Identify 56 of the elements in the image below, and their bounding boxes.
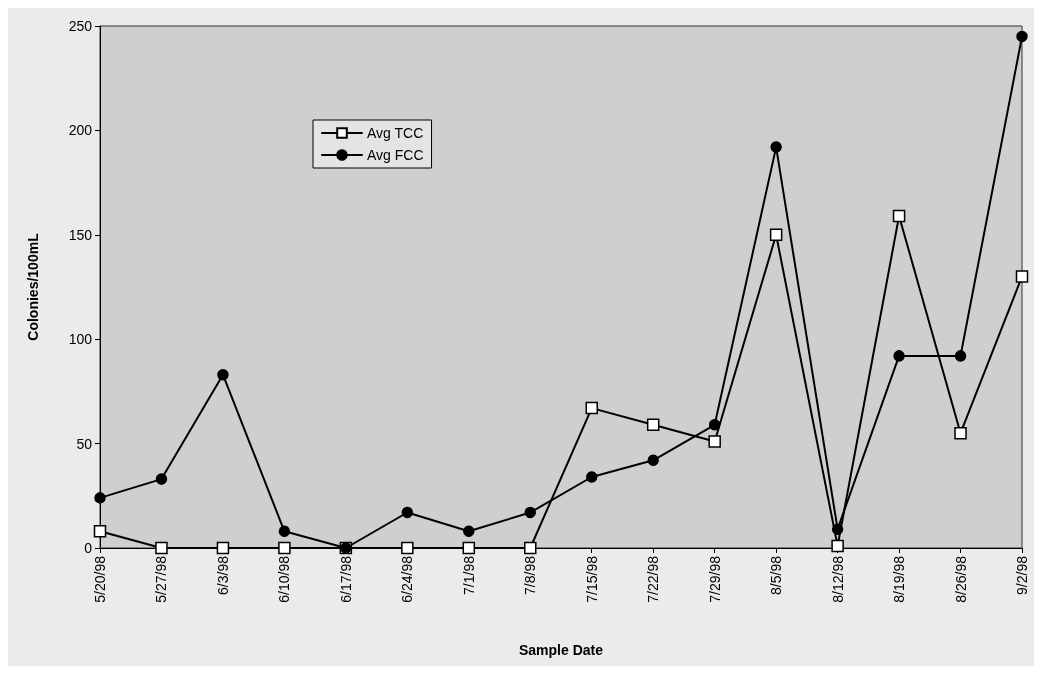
- x-tick-label: 7/29/98: [706, 555, 723, 603]
- point: [1015, 270, 1029, 283]
- point: [769, 228, 783, 242]
- point: [462, 541, 476, 555]
- point: [1016, 30, 1028, 43]
- point: [278, 525, 291, 538]
- x-tick-label: 8/12/98: [829, 555, 846, 603]
- point: [93, 525, 107, 538]
- y-tick-label: 100: [68, 331, 93, 348]
- point: [893, 350, 905, 362]
- y-tick-label: 200: [68, 122, 93, 139]
- x-tick-label: 7/15/98: [583, 555, 600, 603]
- y-tick-label: 150: [68, 226, 93, 243]
- point: [524, 506, 537, 519]
- point: [892, 209, 906, 223]
- x-tick-label: 9/2/98: [1014, 555, 1030, 595]
- point: [278, 541, 291, 555]
- point: [401, 541, 414, 555]
- legend-label: Avg FCC: [367, 147, 424, 163]
- point: [831, 539, 844, 553]
- point: [954, 426, 967, 440]
- point: [524, 541, 537, 555]
- y-tick-label: 0: [84, 540, 93, 556]
- x-tick-label: 8/5/98: [768, 555, 785, 595]
- point: [646, 418, 660, 432]
- point: [585, 401, 598, 415]
- legend-label: Avg TCC: [367, 125, 424, 141]
- x-axis-title: Sample Date: [518, 642, 604, 658]
- point: [831, 523, 844, 535]
- y-axis-title: Colonies/100mL: [25, 232, 41, 341]
- x-tick-label: 6/3/98: [214, 555, 231, 595]
- point: [401, 506, 414, 519]
- x-tick-label: 7/22/98: [645, 555, 662, 603]
- point: [155, 541, 168, 555]
- x-tick-label: 6/10/98: [276, 555, 293, 603]
- x-tick-label: 5/27/98: [153, 555, 170, 603]
- point: [954, 350, 967, 362]
- x-tick-label: 8/26/98: [952, 555, 969, 603]
- x-tick-label: 6/17/98: [337, 555, 354, 603]
- x-tick-label: 7/8/98: [522, 555, 539, 595]
- point: [647, 454, 659, 467]
- point: [708, 435, 721, 448]
- y-tick-label: 50: [76, 435, 93, 452]
- x-tick-label: 7/1/98: [460, 555, 477, 595]
- x-tick-label: 8/19/98: [891, 555, 908, 603]
- point: [585, 471, 598, 483]
- point: [708, 419, 721, 431]
- y-tick-label: 250: [68, 18, 93, 34]
- point: [217, 368, 229, 381]
- point: [770, 141, 782, 153]
- x-tick-label: 5/20/98: [92, 555, 108, 603]
- point: [94, 492, 106, 504]
- point: [463, 525, 475, 538]
- point: [155, 473, 168, 485]
- point: [216, 541, 230, 555]
- x-tick-label: 6/24/98: [399, 555, 416, 603]
